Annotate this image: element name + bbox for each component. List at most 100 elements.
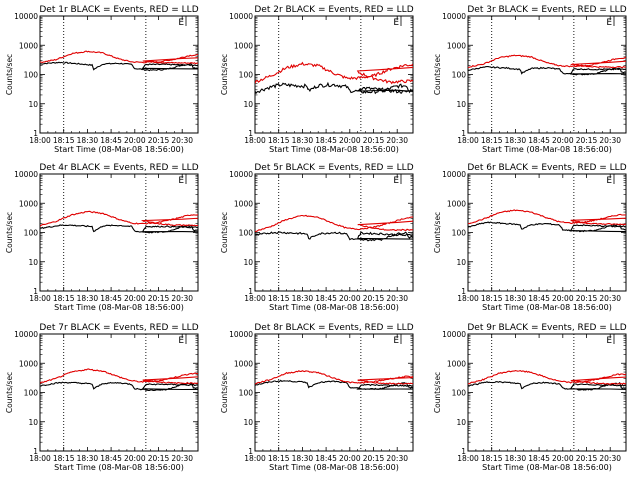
x-tick-label: 20:00: [124, 294, 146, 303]
x-tick-label: 20:15: [576, 136, 598, 145]
y-tick-label: 10: [456, 418, 466, 427]
y-tick-label: 1: [248, 287, 253, 296]
y-axis-label: Counts/sec: [220, 212, 229, 253]
series-line-events: [40, 224, 198, 234]
x-tick-label: 20:00: [552, 136, 574, 145]
x-tick-label: 18:45: [100, 454, 122, 463]
series-line-events: [255, 231, 413, 242]
series-line-lld: [468, 369, 626, 385]
x-tick-label: 20:15: [148, 136, 170, 145]
y-tick-label: 10000: [442, 12, 466, 21]
panel-title: Det 2r BLACK = Events, RED = LLD: [254, 5, 413, 15]
x-tick-label: 20:30: [599, 136, 621, 145]
y-axis-label: Counts/sec: [5, 372, 14, 413]
y-axis-label: Counts/sec: [5, 54, 14, 95]
y-tick-label: 10000: [442, 330, 466, 339]
legend-marker: E: [393, 336, 399, 346]
y-tick-label: 100: [239, 389, 254, 398]
legend-marker: E: [606, 18, 612, 28]
y-tick-label: 1: [33, 287, 38, 296]
x-axis-label: Start Time (08-Mar-08 18:56:00): [482, 463, 612, 472]
y-tick-label: 10000: [229, 12, 253, 21]
series-line-lld: [40, 50, 198, 65]
x-tick-label: 18:45: [100, 294, 122, 303]
x-tick-label: 20:30: [599, 294, 621, 303]
series-line-events: [255, 81, 413, 95]
x-tick-label: 20:15: [363, 454, 385, 463]
y-tick-label: 100: [24, 229, 39, 238]
y-tick-label: 1: [461, 129, 466, 138]
y-tick-label: 1000: [447, 359, 466, 368]
x-tick-label: 20:15: [363, 136, 385, 145]
y-tick-label: 100: [452, 229, 467, 238]
panel-det-1: Det 1r BLACK = Events, RED = LLD 1 10 100 10…: [5, 5, 199, 154]
y-tick-label: 10: [456, 100, 466, 109]
x-tick-label: 20:15: [148, 294, 170, 303]
y-axis-label: Counts/sec: [5, 212, 14, 253]
legend-marker: E: [393, 176, 399, 186]
panel-title: Det 1r BLACK = Events, RED = LLD: [39, 5, 198, 15]
x-tick-label: 18:15: [53, 136, 75, 145]
y-tick-label: 1000: [19, 199, 38, 208]
panel-title: Det 4r BLACK = Events, RED = LLD: [39, 163, 198, 173]
x-tick-label: 20:15: [576, 294, 598, 303]
y-tick-label: 10000: [14, 330, 38, 339]
x-tick-label: 18:00: [244, 454, 266, 463]
y-tick-label: 10: [243, 258, 253, 267]
y-axis-label: Counts/sec: [433, 54, 442, 95]
x-tick-label: 20:30: [171, 454, 193, 463]
x-tick-label: 18:45: [528, 454, 550, 463]
y-tick-label: 1000: [234, 359, 253, 368]
series-line-lld: [468, 209, 626, 226]
y-tick-label: 1000: [19, 359, 38, 368]
y-tick-label: 1: [461, 287, 466, 296]
x-tick-label: 18:00: [29, 454, 51, 463]
x-tick-label: 18:15: [53, 454, 75, 463]
x-tick-label: 18:30: [505, 294, 527, 303]
x-tick-label: 18:30: [292, 136, 314, 145]
x-tick-label: 20:30: [599, 454, 621, 463]
series-line-lld: [255, 61, 413, 85]
y-tick-label: 1: [33, 129, 38, 138]
series-line-lld: [255, 214, 413, 233]
series-line-events: [40, 61, 198, 72]
x-tick-label: 18:45: [528, 136, 550, 145]
x-tick-label: 18:00: [457, 294, 479, 303]
series-line-events: [468, 221, 626, 233]
y-tick-label: 1: [33, 447, 38, 456]
x-tick-label: 18:30: [77, 454, 99, 463]
panel-title: Det 6r BLACK = Events, RED = LLD: [467, 163, 626, 173]
x-tick-label: 18:15: [268, 136, 290, 145]
x-tick-label: 18:45: [315, 454, 337, 463]
x-tick-label: 18:15: [481, 136, 503, 145]
legend-marker: E: [393, 18, 399, 28]
y-axis-label: Counts/sec: [433, 212, 442, 253]
y-tick-label: 100: [24, 71, 39, 80]
y-tick-label: 100: [452, 389, 467, 398]
x-axis-label: Start Time (08-Mar-08 18:56:00): [54, 303, 184, 312]
x-tick-label: 18:00: [29, 294, 51, 303]
x-tick-label: 20:30: [171, 136, 193, 145]
y-tick-label: 10000: [14, 170, 38, 179]
x-tick-label: 20:00: [552, 454, 574, 463]
x-tick-label: 18:45: [100, 136, 122, 145]
y-axis-label: Counts/sec: [220, 54, 229, 95]
series-line-events: [468, 66, 626, 76]
x-tick-label: 20:30: [171, 294, 193, 303]
panel-title: Det 3r BLACK = Events, RED = LLD: [467, 5, 626, 15]
legend-marker: E: [606, 336, 612, 346]
y-tick-label: 10: [28, 258, 38, 267]
x-tick-label: 20:00: [339, 294, 361, 303]
y-axis-label: Counts/sec: [220, 372, 229, 413]
y-tick-label: 100: [24, 389, 39, 398]
panel-title: Det 5r BLACK = Events, RED = LLD: [254, 163, 413, 173]
y-tick-label: 1000: [19, 41, 38, 50]
x-tick-label: 18:30: [292, 454, 314, 463]
series-line-lld: [255, 370, 413, 385]
y-tick-label: 1: [248, 129, 253, 138]
legend-marker: E: [606, 176, 612, 186]
x-tick-label: 18:45: [315, 136, 337, 145]
x-axis-label: Start Time (08-Mar-08 18:56:00): [269, 303, 399, 312]
x-tick-label: 18:45: [528, 294, 550, 303]
